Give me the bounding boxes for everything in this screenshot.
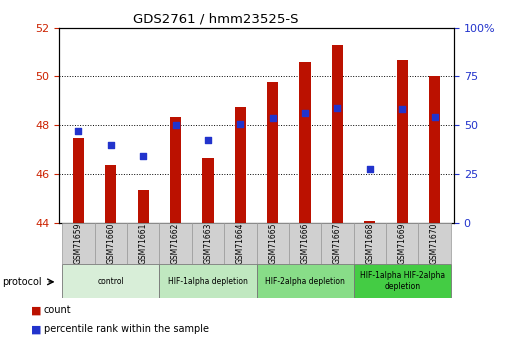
- Bar: [321, 223, 353, 264]
- Point: [74, 128, 83, 134]
- Text: GSM71670: GSM71670: [430, 223, 439, 264]
- Bar: [256, 223, 289, 264]
- Bar: [429, 76, 440, 223]
- Text: GSM71667: GSM71667: [333, 223, 342, 264]
- Text: GDS2761 / hmm23525-S: GDS2761 / hmm23525-S: [133, 12, 298, 25]
- Text: GSM71660: GSM71660: [106, 223, 115, 264]
- Bar: [332, 45, 343, 223]
- Point: [139, 153, 147, 158]
- Point: [269, 115, 277, 120]
- Point: [236, 121, 244, 127]
- Text: GSM71664: GSM71664: [236, 223, 245, 264]
- Bar: [353, 223, 386, 264]
- Bar: [224, 223, 256, 264]
- Bar: [256, 264, 353, 298]
- Text: HIF-1alpha depletion: HIF-1alpha depletion: [168, 277, 248, 286]
- Text: GSM71663: GSM71663: [204, 223, 212, 264]
- Bar: [353, 264, 451, 298]
- Bar: [397, 60, 408, 223]
- Bar: [364, 221, 376, 223]
- Text: GSM71669: GSM71669: [398, 223, 407, 264]
- Bar: [267, 82, 279, 223]
- Text: protocol: protocol: [3, 277, 42, 287]
- Point: [333, 105, 342, 111]
- Bar: [202, 158, 213, 223]
- Point: [204, 137, 212, 142]
- Text: GSM71666: GSM71666: [301, 223, 309, 264]
- Bar: [300, 62, 311, 223]
- Point: [366, 166, 374, 172]
- Text: GSM71665: GSM71665: [268, 223, 277, 264]
- Bar: [234, 107, 246, 223]
- Bar: [289, 223, 321, 264]
- Point: [171, 122, 180, 128]
- Bar: [73, 138, 84, 223]
- Text: GSM71662: GSM71662: [171, 223, 180, 264]
- Bar: [127, 223, 160, 264]
- Text: GSM71668: GSM71668: [365, 223, 374, 264]
- Text: GSM71659: GSM71659: [74, 223, 83, 264]
- Point: [301, 110, 309, 116]
- Bar: [419, 223, 451, 264]
- Text: HIF-1alpha HIF-2alpha
depletion: HIF-1alpha HIF-2alpha depletion: [360, 272, 445, 291]
- Point: [107, 142, 115, 147]
- Text: GSM71661: GSM71661: [139, 223, 148, 264]
- Point: [398, 107, 406, 112]
- Text: HIF-2alpha depletion: HIF-2alpha depletion: [265, 277, 345, 286]
- Text: control: control: [97, 277, 124, 286]
- Bar: [160, 223, 192, 264]
- Text: percentile rank within the sample: percentile rank within the sample: [44, 324, 209, 334]
- Bar: [192, 223, 224, 264]
- Point: [430, 114, 439, 119]
- Bar: [105, 165, 116, 223]
- Text: count: count: [44, 305, 71, 315]
- Text: ■: ■: [31, 305, 41, 315]
- Bar: [94, 223, 127, 264]
- Bar: [170, 117, 181, 223]
- Text: ■: ■: [31, 324, 41, 334]
- Bar: [62, 264, 160, 298]
- Bar: [62, 223, 94, 264]
- Bar: [160, 264, 256, 298]
- Bar: [386, 223, 419, 264]
- Bar: [137, 190, 149, 223]
